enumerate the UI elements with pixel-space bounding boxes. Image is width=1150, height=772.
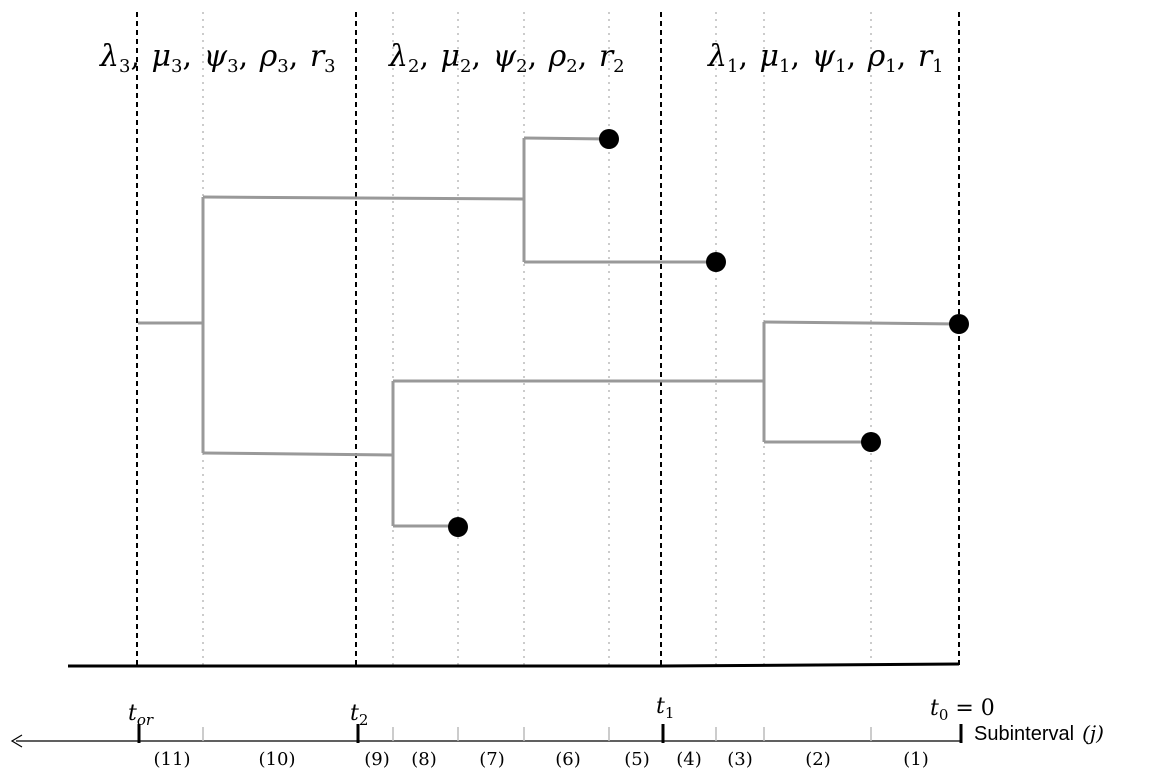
subinterval-label: (8) — [411, 749, 437, 770]
sampled-tips — [448, 129, 969, 537]
tip-node — [448, 517, 468, 537]
branch-tip-d — [763, 320, 960, 326]
subinterval-label: (1) — [903, 749, 929, 770]
subinterval-label: (5) — [624, 749, 650, 770]
regime-labels: λ3, μ3, ψ3, ρ3, r3 λ2, μ2, ψ2, ρ2, r2 λ1… — [99, 39, 944, 77]
subinterval-label: (4) — [676, 749, 702, 770]
branch-tip-a — [523, 136, 610, 141]
regime-label-1: λ1, μ1, ψ1, ρ1, r1 — [707, 39, 944, 77]
axis-title: Subinterval (j) — [974, 721, 1104, 745]
subinterval-label: (2) — [805, 749, 831, 770]
time-label-t0: t0 = 0 — [930, 696, 995, 724]
time-axis: tor t2 t1 t0 = 0 Subinterval (j) (11) (10… — [10, 694, 1104, 770]
regime-label-2: λ2, μ2, ψ2, ρ2, r2 — [388, 39, 625, 77]
tip-node — [706, 252, 726, 272]
subinterval-label: (7) — [479, 749, 505, 770]
tip-node — [861, 432, 881, 452]
lower-stem — [202, 451, 394, 457]
subinterval-label: (11) — [154, 749, 191, 770]
time-label-t2: t2 — [350, 701, 368, 729]
regime-label-3: λ3, μ3, ψ3, ρ3, r3 — [99, 39, 336, 77]
subinterval-labels: (11) (10) (9) (8) (7) (6) (5) (4) (3) (2… — [154, 749, 929, 770]
tip-node — [949, 314, 969, 334]
regime-boundaries — [136, 12, 960, 665]
subinterval-label: (10) — [259, 749, 296, 770]
subinterval-ticks — [202, 727, 872, 741]
plot-baseline — [68, 662, 960, 668]
major-ticks — [137, 724, 963, 743]
tip-node — [599, 129, 619, 149]
subinterval-gridlines — [202, 12, 872, 665]
upper-stem — [202, 195, 525, 201]
arrow-left-icon — [10, 734, 23, 748]
time-label-t-or: tor — [128, 701, 154, 729]
phylogenetic-tree — [138, 136, 960, 528]
subinterval-label: (3) — [727, 749, 753, 770]
subinterval-label: (9) — [364, 749, 390, 770]
time-label-t1: t1 — [656, 694, 674, 722]
subinterval-label: (6) — [555, 749, 581, 770]
